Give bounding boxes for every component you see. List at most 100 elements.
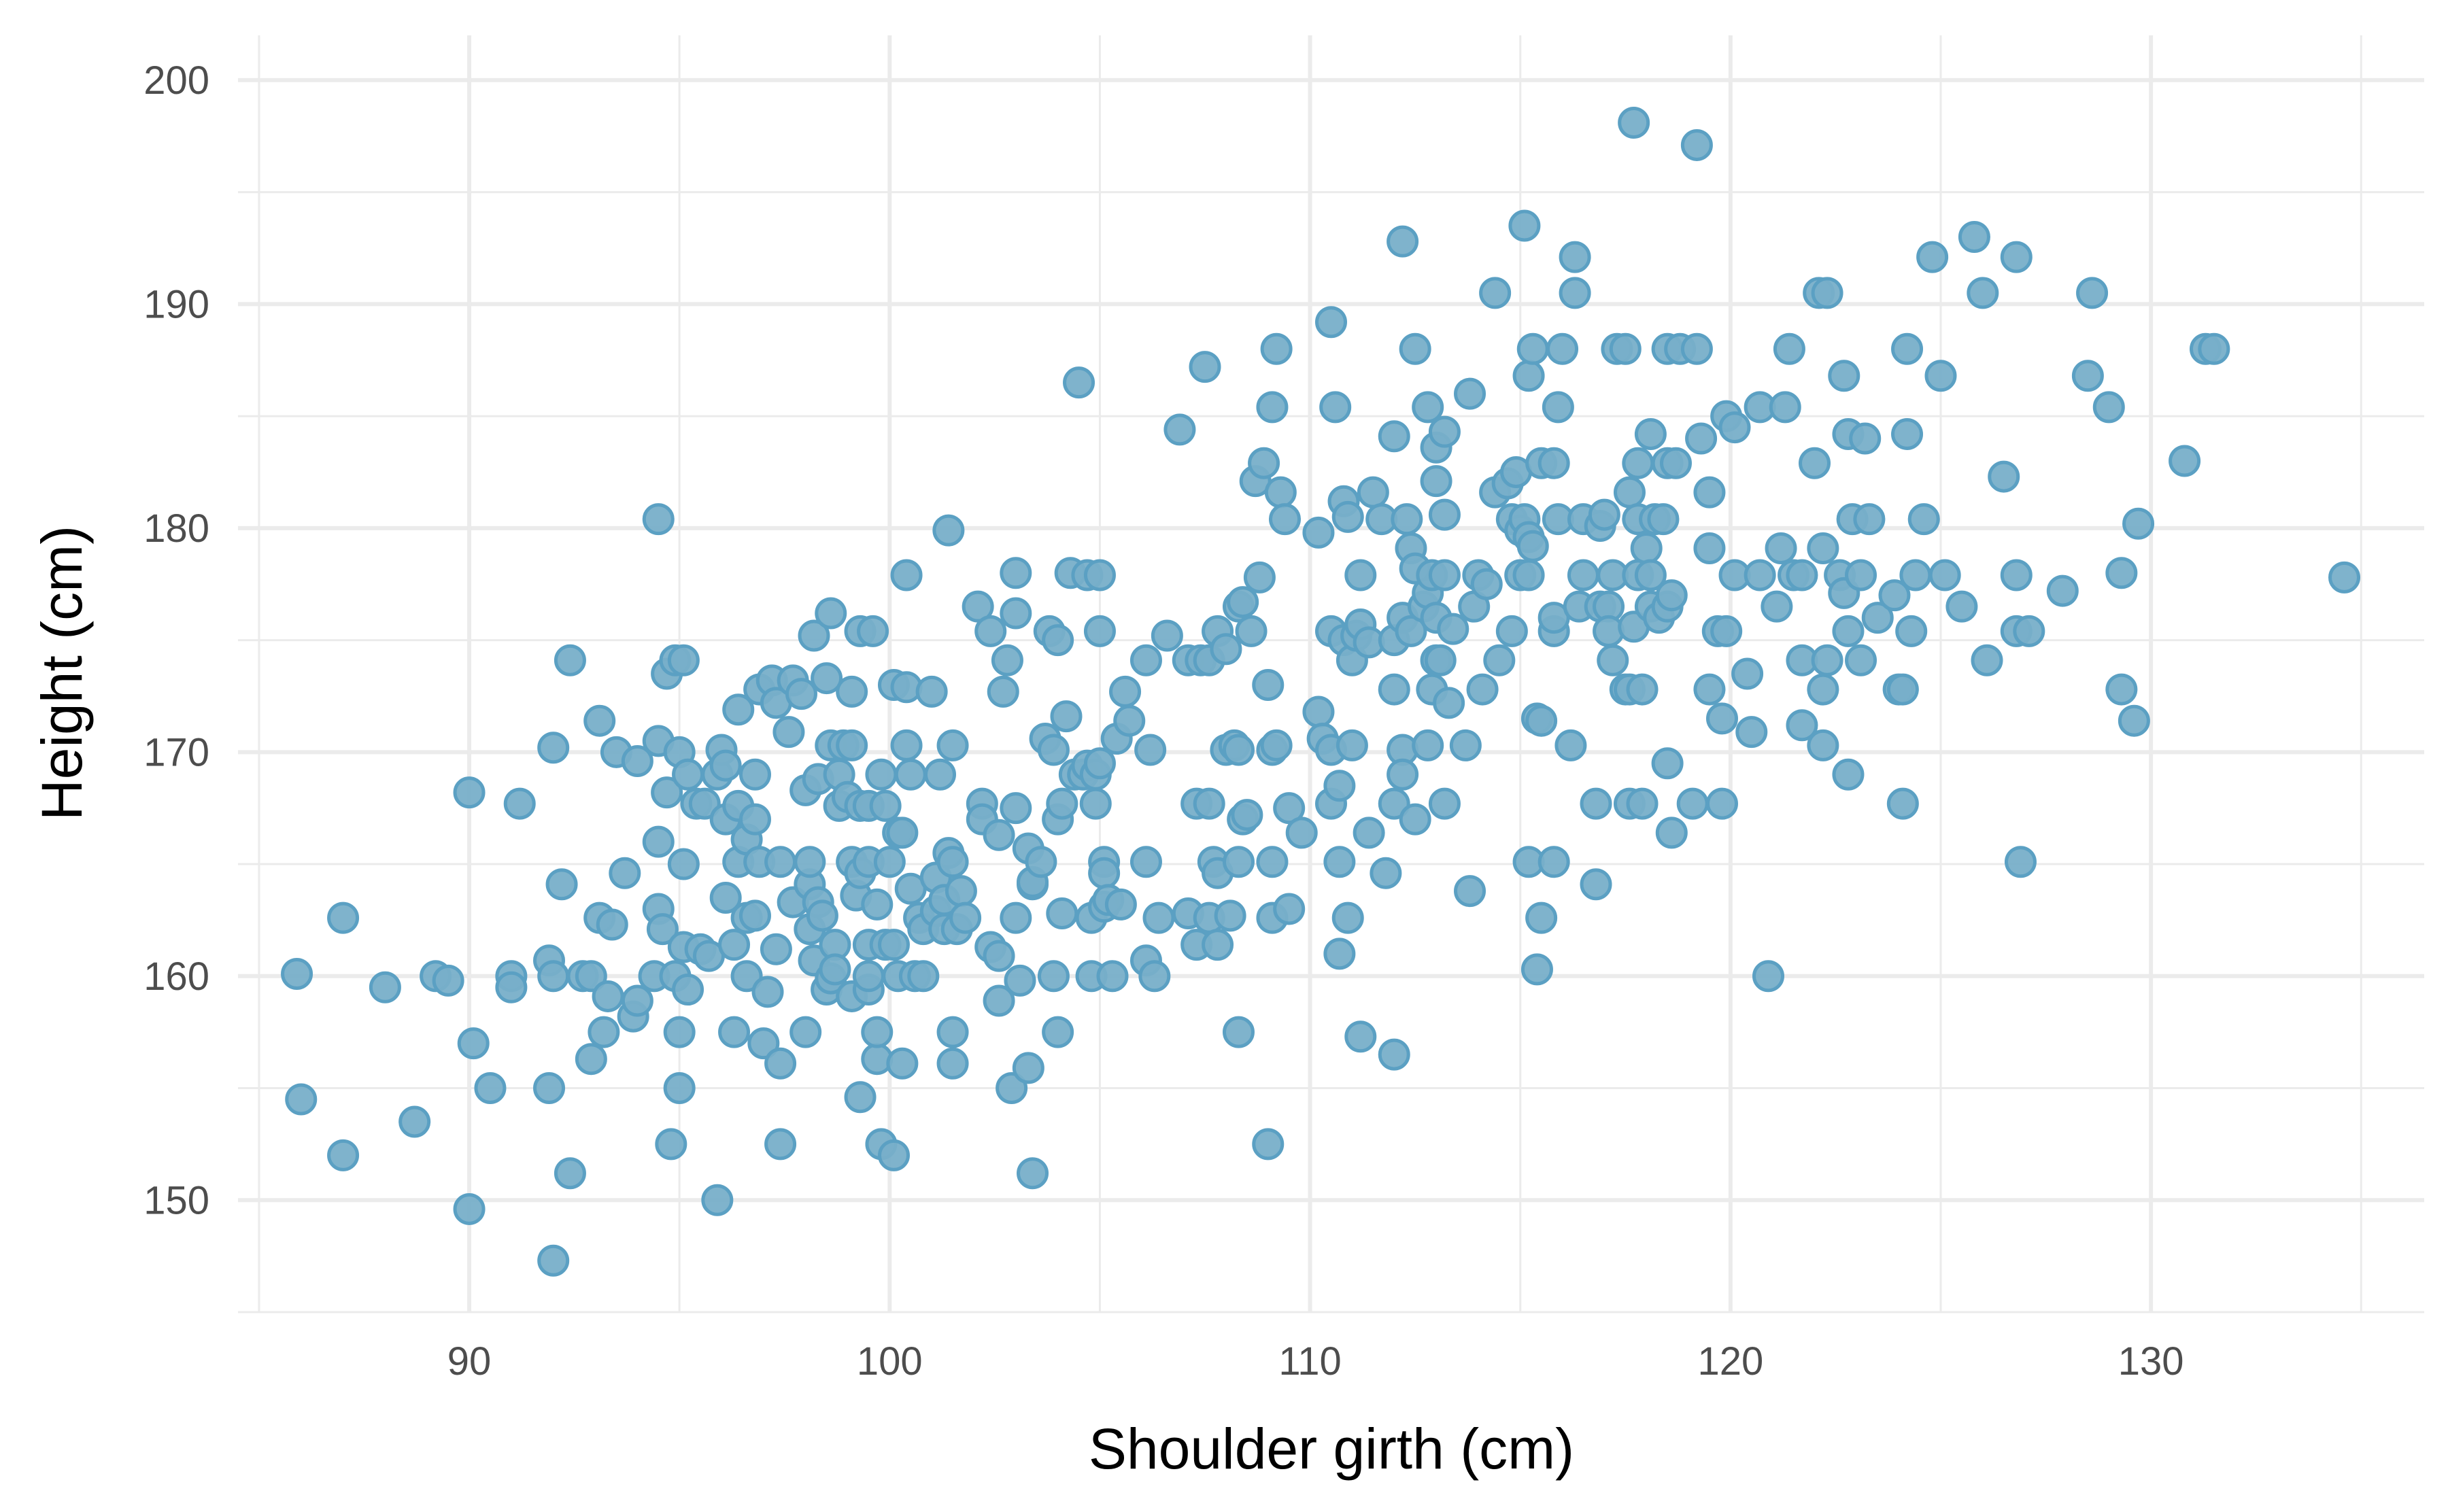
data-point xyxy=(1967,277,1999,309)
data-point xyxy=(1580,787,1612,820)
data-point xyxy=(1424,644,1457,676)
data-point xyxy=(621,744,653,777)
data-point xyxy=(672,974,704,1006)
data-point xyxy=(2169,445,2201,477)
data-point xyxy=(457,1027,490,1060)
data-point xyxy=(907,960,940,993)
data-point xyxy=(1252,668,1285,701)
data-point xyxy=(1323,770,1356,802)
data-point xyxy=(811,662,843,695)
data-point xyxy=(1761,590,1793,623)
data-point xyxy=(1344,1020,1377,1053)
data-point xyxy=(1042,1016,1074,1048)
data-point xyxy=(1083,747,1116,780)
data-point xyxy=(785,678,817,710)
data-point xyxy=(537,1244,570,1277)
x-tick-label: 100 xyxy=(857,1339,923,1384)
data-point xyxy=(1895,615,1928,647)
data-point xyxy=(819,953,851,986)
data-point xyxy=(1273,792,1306,825)
data-point xyxy=(1370,857,1402,889)
data-point xyxy=(1470,568,1503,600)
data-point xyxy=(945,875,977,908)
data-point xyxy=(655,1128,687,1161)
data-point xyxy=(1395,615,1427,647)
x-tick-label: 120 xyxy=(1697,1339,1763,1384)
data-point xyxy=(1811,277,1843,309)
data-point xyxy=(1466,673,1499,706)
data-point xyxy=(663,1016,696,1048)
data-point xyxy=(1508,209,1541,242)
data-point xyxy=(1353,817,1385,849)
data-point xyxy=(890,729,923,761)
data-point xyxy=(1626,787,1659,820)
data-point xyxy=(869,789,902,822)
data-point xyxy=(1387,758,1419,791)
data-point xyxy=(1680,128,1713,161)
data-point xyxy=(667,644,700,676)
data-point xyxy=(794,846,826,878)
data-point xyxy=(1323,938,1356,970)
data-point xyxy=(983,940,1015,972)
data-point xyxy=(1163,413,1196,446)
data-point xyxy=(1773,332,1805,365)
data-point xyxy=(2000,559,2033,591)
data-point xyxy=(1420,465,1452,498)
data-point xyxy=(1331,500,1364,533)
data-point xyxy=(1479,277,1512,309)
data-point xyxy=(1012,1052,1044,1084)
y-tick-label: 160 xyxy=(143,955,209,999)
data-point xyxy=(1634,559,1667,591)
data-point xyxy=(1786,709,1818,742)
data-point xyxy=(1252,1128,1285,1161)
data-point xyxy=(1516,332,1549,365)
y-tick-label: 200 xyxy=(143,58,209,103)
data-point xyxy=(1104,888,1137,921)
data-point xyxy=(2122,507,2155,540)
x-tick-label: 110 xyxy=(1278,1339,1341,1384)
data-point xyxy=(936,1047,969,1080)
x-tick-label: 90 xyxy=(447,1339,492,1384)
data-point xyxy=(1559,277,1591,309)
data-point xyxy=(503,787,536,820)
data-point xyxy=(1693,476,1726,509)
data-point xyxy=(1323,846,1356,878)
data-point xyxy=(1512,559,1545,591)
data-point xyxy=(1412,391,1444,424)
data-point xyxy=(1525,704,1558,737)
data-point xyxy=(583,704,616,737)
data-point xyxy=(915,675,948,708)
data-point xyxy=(1613,476,1646,509)
data-point xyxy=(1138,960,1171,993)
data-point xyxy=(1655,579,1688,612)
data-point xyxy=(596,908,628,941)
data-point xyxy=(701,1184,734,1216)
data-point xyxy=(924,758,957,791)
data-point xyxy=(1399,803,1431,836)
data-point xyxy=(1315,306,1347,339)
data-point xyxy=(751,976,784,1008)
data-point xyxy=(2004,846,2037,878)
data-point xyxy=(890,559,923,591)
data-point xyxy=(1428,787,1461,820)
data-point xyxy=(764,1128,797,1161)
data-point xyxy=(1731,657,1764,690)
x-tick-label: 130 xyxy=(2118,1339,2184,1384)
data-point xyxy=(1378,420,1410,453)
data-point xyxy=(861,888,894,921)
data-point xyxy=(1786,559,1818,591)
data-point xyxy=(2105,557,2138,589)
data-point xyxy=(1807,532,1839,564)
data-point xyxy=(1705,787,1738,820)
data-point xyxy=(575,1043,607,1076)
data-point xyxy=(1554,729,1587,761)
data-point xyxy=(1710,615,1743,647)
data-point xyxy=(1256,391,1289,424)
data-point xyxy=(642,503,675,536)
data-point xyxy=(1735,716,1768,749)
data-point xyxy=(873,846,906,878)
data-point xyxy=(1210,633,1242,666)
data-point xyxy=(1537,447,1570,479)
data-point xyxy=(1693,673,1726,706)
